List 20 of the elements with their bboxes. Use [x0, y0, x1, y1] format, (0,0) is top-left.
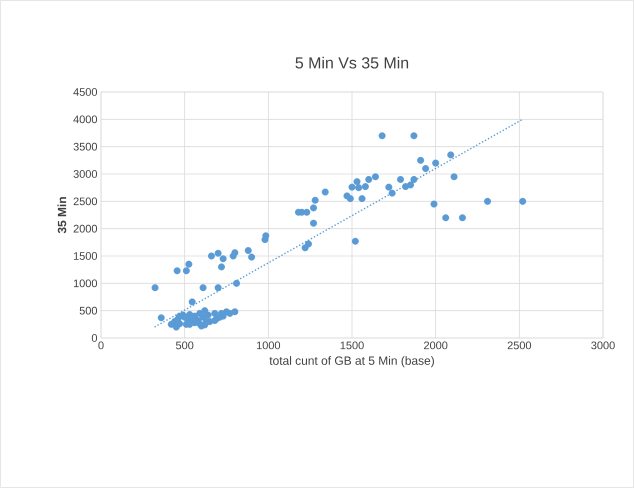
x-tick-label: 1000: [256, 342, 280, 350]
chart-title: 5 Min Vs 35 Min: [296, 56, 408, 69]
x-tick-label: 2000: [424, 342, 448, 350]
y-axis-title: 35 Min: [57, 197, 66, 234]
x-tick-label: 2500: [508, 342, 532, 350]
x-tick-label: 1500: [340, 342, 364, 350]
y-tick-label: 500: [80, 306, 98, 315]
y-tick-label: 3500: [74, 142, 98, 151]
y-tick-label: 3000: [74, 170, 98, 178]
y-tick-label: 4500: [73, 88, 98, 96]
y-tick-label: 2500: [74, 197, 98, 206]
x-tick-label: 3000: [591, 342, 615, 350]
y-tick-label: 1500: [74, 252, 98, 260]
x-tick-label: 0: [98, 342, 104, 350]
x-tick-label: 500: [176, 342, 194, 350]
x-axis-title: total cunt of GB at 5 Min (base): [269, 356, 434, 368]
y-tick-label: 0: [92, 334, 98, 342]
y-tick-label: 1000: [74, 279, 98, 288]
y-tick-label: 4000: [73, 115, 98, 124]
y-tick-label: 2000: [74, 224, 98, 233]
